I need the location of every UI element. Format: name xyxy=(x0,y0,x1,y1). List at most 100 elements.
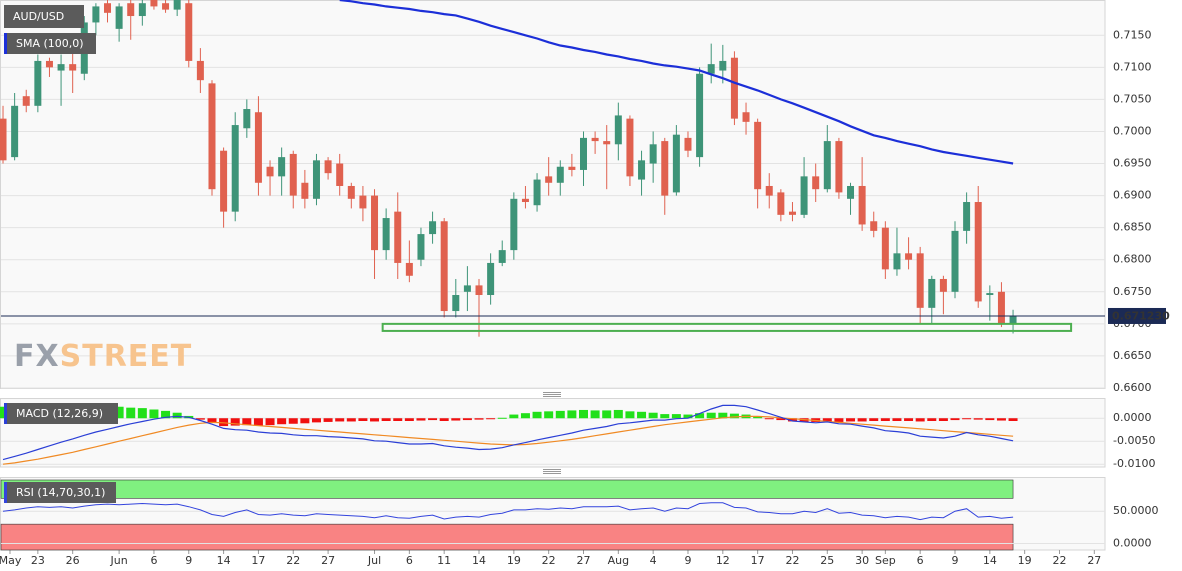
macd-histogram-bar xyxy=(927,418,937,421)
x-tick-label: 11 xyxy=(437,554,451,567)
legend-box xyxy=(4,5,84,28)
x-tick-label: 27 xyxy=(321,554,335,567)
x-tick-label: 12 xyxy=(716,554,730,567)
x-tick-label: 14 xyxy=(983,554,997,567)
macd-histogram-bar xyxy=(776,418,786,421)
candle-body xyxy=(115,6,123,29)
macd-histogram-bar xyxy=(567,410,577,419)
x-tick-label: 6 xyxy=(150,554,157,567)
macd-histogram-bar xyxy=(904,418,914,421)
candle-body xyxy=(510,198,518,251)
x-tick-label: 4 xyxy=(650,554,657,567)
y-tick-label: 0.7100 xyxy=(1113,60,1152,73)
candle-body xyxy=(696,73,704,158)
macd-histogram-bar xyxy=(242,418,252,426)
candle-body xyxy=(649,144,657,164)
candle-body xyxy=(127,3,135,17)
macd-histogram-bar xyxy=(671,414,681,419)
macd-histogram-bar xyxy=(869,418,879,421)
y-tick-label: 50.0000 xyxy=(1113,504,1159,517)
x-tick-label: 9 xyxy=(684,554,691,567)
logo-part: STREET xyxy=(60,339,193,374)
logo-part: FX xyxy=(14,339,60,374)
sma-label[interactable]: SMA (100,0) xyxy=(16,37,84,50)
last-price-label: 0.671230 xyxy=(1112,309,1170,322)
candle-body xyxy=(254,112,262,183)
macd-histogram-bar xyxy=(358,418,368,421)
macd-histogram-bar xyxy=(428,418,438,421)
macd-histogram-bar xyxy=(416,418,426,421)
candle-body xyxy=(905,253,913,260)
macd-label[interactable]: MACD (12,26,9) xyxy=(16,407,103,420)
macd-histogram-bar xyxy=(637,411,647,419)
x-tick-label: 9 xyxy=(185,554,192,567)
y-tick-label: 0.6750 xyxy=(1113,285,1152,298)
candle-body xyxy=(603,141,611,145)
marks xyxy=(0,0,1105,521)
candle-body xyxy=(440,221,448,312)
support-zone xyxy=(381,322,1073,332)
candle-body xyxy=(22,96,30,106)
macd-histogram-bar xyxy=(648,412,658,419)
last-price-box xyxy=(1108,307,1166,324)
candle-body xyxy=(347,185,355,199)
macd-histogram-bar xyxy=(695,413,705,419)
macd-line xyxy=(2,404,1014,461)
candle-body xyxy=(521,198,529,203)
macd-histogram-bar xyxy=(532,411,542,419)
macd-histogram-bar xyxy=(625,411,635,419)
macd-histogram-bar xyxy=(207,418,217,423)
candle-body xyxy=(312,160,320,199)
y-tick-label: -0.0100 xyxy=(1113,457,1155,470)
macd-histogram-bar xyxy=(114,406,124,419)
macd-histogram-bar xyxy=(660,414,670,419)
x-tick-label: May xyxy=(0,554,22,567)
candle-body xyxy=(614,115,622,145)
y-tick-label: 0.7000 xyxy=(1113,124,1152,137)
candle-body xyxy=(939,278,947,292)
candle-body xyxy=(278,157,286,177)
candle-body xyxy=(870,221,878,231)
candle-body xyxy=(951,230,959,292)
candle-body xyxy=(289,153,297,196)
macd-histogram-bar xyxy=(288,418,298,424)
macd-histogram-bar xyxy=(985,418,995,421)
candle-body xyxy=(231,125,239,212)
legend-box[interactable] xyxy=(4,33,96,54)
macd-histogram-bar xyxy=(439,418,449,421)
candle-body xyxy=(301,182,309,199)
macd-histogram-bar xyxy=(509,414,519,419)
candle-body xyxy=(371,195,379,251)
candle-body xyxy=(835,141,843,193)
macd-histogram-bar xyxy=(764,418,774,420)
candle-body xyxy=(266,166,274,177)
sma-line xyxy=(339,0,1014,165)
rsi-label[interactable]: RSI (14,70,30,1) xyxy=(16,486,105,499)
x-tick-label: 9 xyxy=(952,554,959,567)
y-tick-label: -0.0050 xyxy=(1113,434,1155,447)
x-tick-label: 25 xyxy=(820,554,834,567)
macd-histogram-bar xyxy=(787,418,797,422)
candle-body xyxy=(997,291,1005,324)
candle-body xyxy=(1009,316,1017,324)
y-tick-label: 0.7150 xyxy=(1113,28,1152,41)
y-tick-label: 0.0000 xyxy=(1113,537,1152,550)
macd-histogram-bar xyxy=(915,418,925,422)
candle-body xyxy=(638,160,646,180)
resize-handle[interactable] xyxy=(543,469,561,474)
x-tick-label: 22 xyxy=(286,554,300,567)
legend-box[interactable] xyxy=(4,482,116,503)
candle-body xyxy=(452,295,460,312)
candle-body xyxy=(220,150,228,212)
macd-histogram-bar xyxy=(822,418,832,422)
candle-body xyxy=(823,141,831,190)
macd-histogram-bar xyxy=(0,406,8,419)
resize-handle[interactable] xyxy=(543,392,561,397)
candle-body xyxy=(893,253,901,270)
candle-body xyxy=(498,250,506,263)
candle-body xyxy=(591,137,599,142)
legend-box[interactable] xyxy=(4,403,118,424)
x-tick-label: 17 xyxy=(251,554,265,567)
macd-histogram-bar xyxy=(346,418,356,422)
candle-body xyxy=(579,137,587,170)
